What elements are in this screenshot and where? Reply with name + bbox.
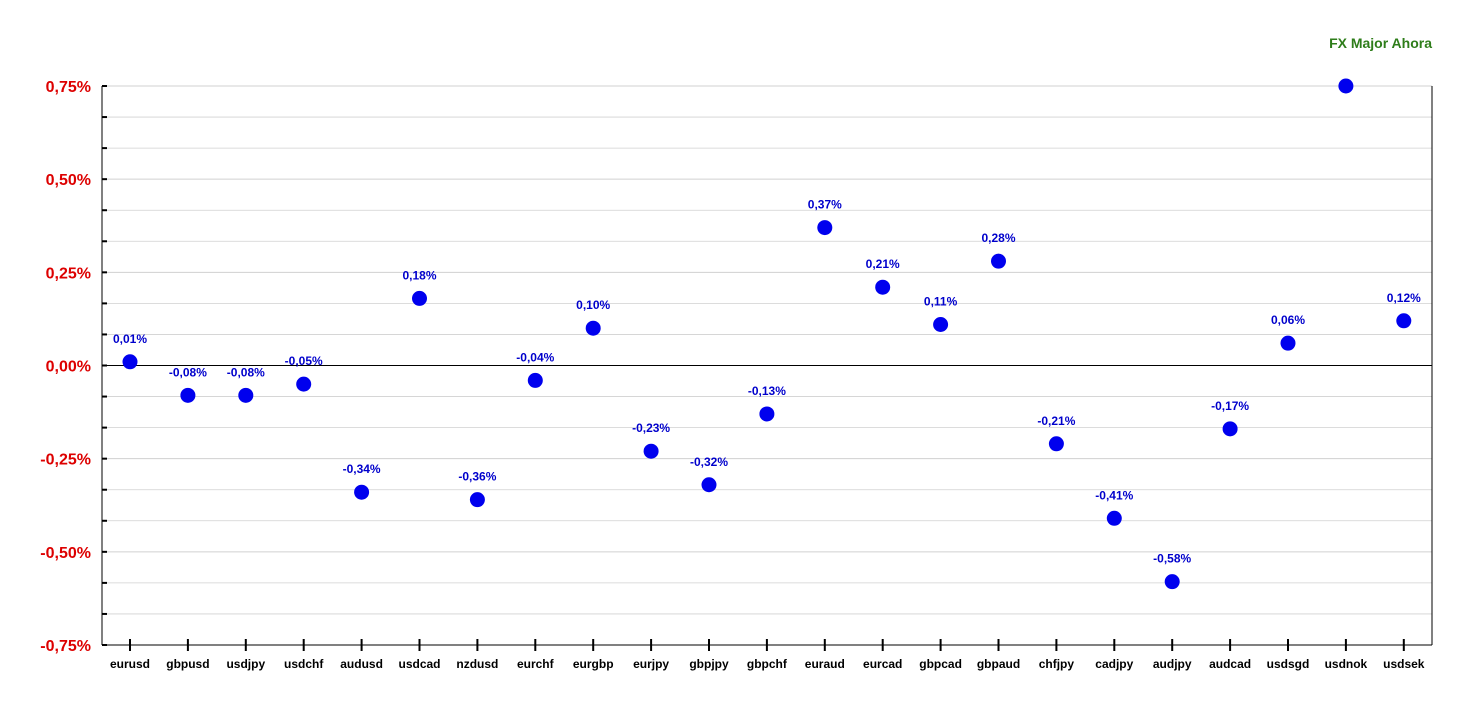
x-tick-label: usdsgd: [1267, 657, 1310, 671]
data-label: -0,41%: [1095, 488, 1133, 502]
y-tick-label: 0,75%: [46, 79, 91, 96]
data-label: -0,21%: [1037, 414, 1075, 428]
y-tick-label: -0,25%: [40, 452, 91, 469]
data-label: 0,18%: [402, 268, 436, 282]
y-tick-label: 0,50%: [46, 172, 91, 189]
data-label: -0,13%: [748, 384, 786, 398]
data-label: -0,04%: [516, 350, 554, 364]
x-tick-label: gbpchf: [747, 657, 788, 671]
data-label: 0,21%: [866, 257, 900, 271]
y-tick-label: -0,50%: [40, 545, 91, 562]
x-tick-label: audusd: [340, 657, 383, 671]
data-point: [1280, 335, 1296, 351]
x-tick-label: eurjpy: [633, 657, 669, 671]
grid-lines: [102, 85, 1432, 615]
data-label: -0,23%: [632, 421, 670, 435]
data-point: [991, 253, 1006, 269]
y-tick-label: 0,00%: [46, 359, 91, 376]
data-point: [469, 492, 485, 508]
data-label: 0,37%: [808, 198, 842, 212]
data-point: [1396, 313, 1412, 329]
data-points: [122, 78, 1412, 590]
data-point: [1048, 436, 1064, 452]
x-tick-label: audcad: [1209, 657, 1251, 671]
x-tick-label: usdcad: [398, 657, 440, 671]
data-point: [1106, 510, 1122, 526]
data-label: -0,17%: [1211, 399, 1249, 413]
axes: [101, 85, 1433, 651]
y-tick-label: -0,75%: [40, 638, 91, 655]
x-tick-label: nzdusd: [456, 657, 498, 671]
data-point: [354, 484, 370, 500]
data-label: -0,08%: [169, 365, 207, 379]
y-axis-tick-labels: 0,75% 0,50% 0,25% 0,00% -0,25% -0,50% -0,75%: [40, 79, 91, 655]
x-axis-tick-labels: eurusd gbpusd usdjpy usdchf audusd usdcad nzdu…: [110, 657, 1425, 671]
x-tick-label: usdnok: [1325, 657, 1368, 671]
chart-title: FX Major Ahora: [1329, 35, 1432, 51]
x-tick-label: eurgbp: [573, 657, 614, 671]
x-tick-label: usdjpy: [226, 657, 265, 671]
data-point: [759, 406, 775, 422]
data-label: 0,28%: [981, 231, 1015, 245]
x-tick-label: cadjpy: [1095, 657, 1133, 671]
data-point: [585, 320, 601, 336]
data-point: [1222, 421, 1238, 437]
data-point: [701, 477, 717, 493]
x-tick-label: euraud: [805, 657, 845, 671]
data-point: [527, 372, 543, 388]
data-labels: 0,01% -0,08% -0,08% -0,05% -0,34% 0,18% -0,36%…: [113, 198, 1421, 566]
data-point: [180, 387, 196, 403]
x-tick-label: gbpjpy: [689, 657, 729, 671]
x-tick-label: gbpaud: [977, 657, 1020, 671]
data-label: -0,32%: [690, 455, 728, 469]
x-tick-label: eurusd: [110, 657, 150, 671]
data-label: 0,01%: [113, 332, 147, 346]
x-tick-label: eurchf: [517, 657, 555, 671]
data-label: -0,36%: [458, 470, 496, 484]
data-point: [643, 443, 659, 459]
data-point: [1338, 78, 1354, 94]
data-label: 0,12%: [1387, 291, 1421, 305]
data-label: -0,08%: [227, 365, 265, 379]
data-label: 0,06%: [1271, 313, 1305, 327]
data-point: [412, 290, 427, 306]
data-point: [1164, 574, 1180, 590]
data-label: -0,05%: [285, 354, 323, 368]
data-point: [817, 220, 833, 236]
x-tick-label: chfjpy: [1039, 657, 1075, 671]
data-label: 0,10%: [576, 298, 610, 312]
data-point: [238, 387, 254, 403]
data-point: [122, 354, 138, 370]
x-tick-label: gbpcad: [919, 657, 962, 671]
data-point: [933, 317, 949, 333]
x-tick-label: eurcad: [863, 657, 902, 671]
data-point: [296, 376, 312, 392]
data-point: [875, 279, 891, 295]
data-label: 0,11%: [924, 295, 958, 309]
data-label: -0,34%: [343, 462, 381, 476]
x-tick-label: usdsek: [1383, 657, 1425, 671]
x-tick-label: gbpusd: [166, 657, 209, 671]
x-tick-label: audjpy: [1153, 657, 1192, 671]
data-label: -0,58%: [1153, 552, 1191, 566]
y-tick-label: 0,25%: [46, 265, 91, 282]
x-tick-label: usdchf: [284, 657, 324, 671]
